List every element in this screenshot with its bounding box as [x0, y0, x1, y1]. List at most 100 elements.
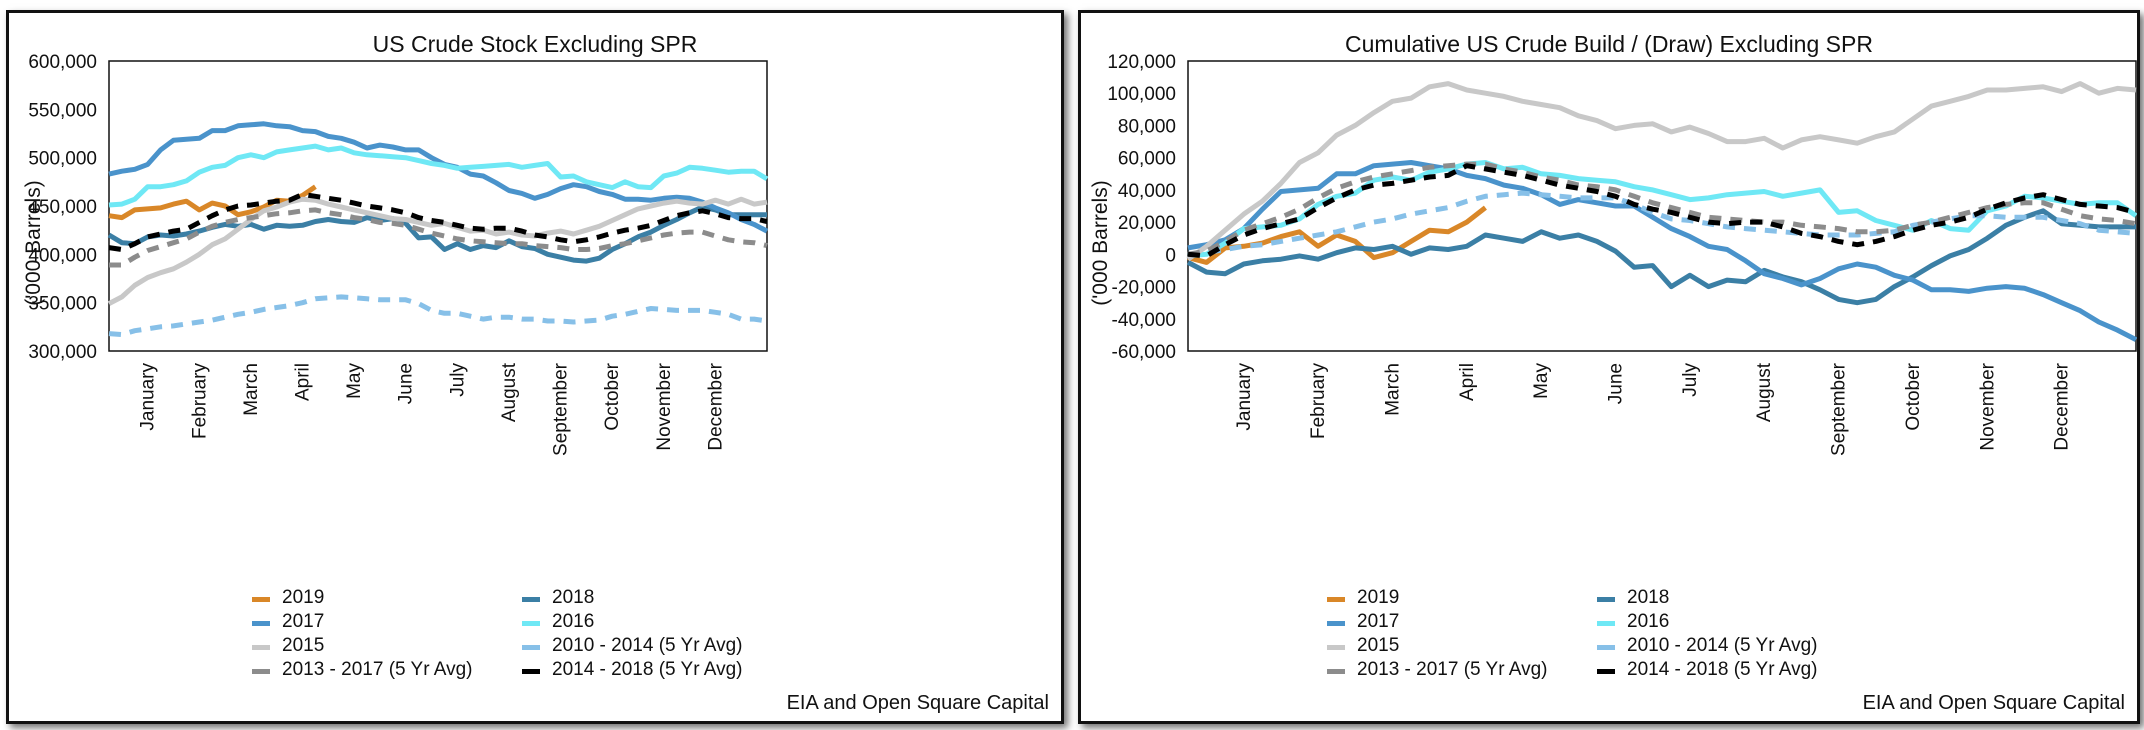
legend-swatch: [522, 645, 540, 650]
y-tick-label: 60,000: [1118, 149, 1176, 170]
chart-title: Cumulative US Crude Build / (Draw) Exclu…: [1345, 31, 1873, 57]
legend-swatch: [522, 669, 540, 674]
chart-legend: 2019 2018 2017 2016 2015 2010 - 2014 (5 …: [1327, 587, 1847, 698]
x-tick-label: August: [499, 362, 520, 422]
x-tick-label: July: [447, 363, 468, 397]
series-line: [108, 191, 768, 252]
legend-swatch: [1327, 597, 1345, 602]
source-note: EIA and Open Square Capital: [786, 692, 1049, 714]
legend-swatch: [252, 645, 270, 650]
x-tick-label: July: [1680, 363, 1701, 397]
series-line: [109, 207, 768, 268]
series-line: [1186, 208, 2136, 306]
y-tick-label: 550,000: [28, 100, 97, 121]
x-tick-label: April: [293, 363, 314, 401]
series-line: [107, 196, 768, 306]
y-tick-label: 300,000: [28, 342, 97, 363]
chart-svg-stock: 600,000 550,000 500,000 450,000 400,000 350,0…: [28, 52, 769, 456]
legend-swatch: [1597, 597, 1615, 602]
y-axis-label: ('000 Barrels): [1089, 180, 1112, 306]
y-tick-label: -60,000: [1112, 342, 1176, 363]
x-tick-label: February: [189, 363, 210, 440]
legend-label: 2013 - 2017 (5 Yr Avg): [1357, 659, 1548, 680]
legend-swatch: [1327, 621, 1345, 626]
legend-swatch: [522, 621, 540, 626]
legend-label: 2014 - 2018 (5 Yr Avg): [552, 659, 743, 680]
legend-swatch: [1327, 645, 1345, 650]
y-tick-label: 450,000: [28, 197, 97, 218]
series-line: [108, 143, 769, 208]
x-tick-label: April: [1457, 363, 1478, 401]
x-tick-label: January: [1234, 363, 1255, 431]
y-tick-label: 350,000: [28, 294, 97, 315]
y-tick-label: 400,000: [28, 245, 97, 266]
y-tick-label: 80,000: [1118, 116, 1176, 137]
legend-label: 2016: [1627, 611, 1670, 632]
chart-panel-stock: 600,000 550,000 500,000 450,000 400,000 350,0…: [6, 10, 1064, 724]
chart-panel-cumulative: 120,000 100,000 80,000 60,000 40,000 20,000 0 -…: [1078, 10, 2140, 724]
legend-label: 2014 - 2018 (5 Yr Avg): [1627, 659, 1818, 680]
series-line: [1187, 163, 2137, 259]
y-tick-label: 500,000: [28, 149, 97, 170]
legend-label: 2013 - 2017 (5 Yr Avg): [282, 659, 473, 680]
x-tick-label: May: [344, 363, 365, 399]
chart-title: US Crude Stock Excluding SPR: [372, 31, 698, 57]
legend-label: 2010 - 2014 (5 Yr Avg): [552, 635, 743, 656]
x-tick-label: March: [241, 363, 262, 416]
series-line: [1187, 160, 2137, 342]
legend-label: 2010 - 2014 (5 Yr Avg): [1627, 635, 1818, 656]
legend-swatch: [252, 621, 270, 626]
y-tick-label: 100,000: [1107, 84, 1176, 105]
y-tick-label: -40,000: [1112, 310, 1176, 331]
series-line: [108, 121, 769, 234]
x-tick-label: June: [1606, 363, 1627, 404]
legend-swatch: [252, 597, 270, 602]
plot-frame: [108, 60, 768, 352]
x-tick-label: September: [1829, 362, 1850, 456]
x-tick-label: October: [602, 362, 623, 430]
legend-label: 2018: [552, 587, 595, 608]
y-tick-label: 40,000: [1118, 181, 1176, 202]
legend-swatch: [1327, 669, 1345, 674]
x-tick-label: November: [654, 362, 675, 450]
x-tick-label: June: [396, 363, 417, 404]
legend-label: 2015: [1357, 635, 1400, 656]
legend-label: 2018: [1627, 587, 1670, 608]
source-note: EIA and Open Square Capital: [1862, 692, 2125, 714]
x-tick-label: March: [1382, 363, 1403, 416]
x-tick-label: November: [1977, 362, 1998, 450]
x-tick-label: September: [551, 362, 572, 456]
y-axis-label: ('000 Barrels): [22, 180, 45, 306]
legend-swatch: [1597, 621, 1615, 626]
legend-swatch: [1597, 645, 1615, 650]
legend-swatch: [1597, 669, 1615, 674]
y-tick-label: 0: [1165, 245, 1176, 266]
legend-swatch: [522, 597, 540, 602]
y-tick-label: 120,000: [1107, 52, 1176, 73]
legend-label: 2015: [282, 635, 325, 656]
chart-svg-cumulative: 120,000 100,000 80,000 60,000 40,000 20,000 0 -…: [1107, 52, 2137, 456]
chart-legend: 2019 2018 2017 2016 2015 2010 - 2014 (5 …: [252, 587, 772, 698]
y-tick-label: 20,000: [1118, 213, 1176, 234]
series-line: [1186, 81, 2137, 262]
legend-label: 2019: [282, 587, 325, 608]
series-line: [108, 184, 317, 221]
x-tick-label: August: [1754, 362, 1775, 422]
y-tick-label: 600,000: [28, 52, 97, 73]
plot-frame: [1187, 60, 2137, 352]
x-tick-label: February: [1308, 363, 1329, 440]
series-line: [1187, 161, 2137, 257]
series-line: [108, 294, 768, 338]
x-tick-label: January: [138, 363, 159, 431]
x-tick-label: May: [1531, 363, 1552, 399]
legend-swatch: [252, 669, 270, 674]
legend-label: 2017: [282, 611, 325, 632]
legend-label: 2019: [1357, 587, 1400, 608]
legend-label: 2016: [552, 611, 595, 632]
series-line: [107, 204, 767, 264]
x-tick-label: December: [705, 362, 726, 450]
legend-label: 2017: [1357, 611, 1400, 632]
y-tick-label: -20,000: [1112, 278, 1176, 299]
x-tick-label: December: [2052, 362, 2073, 450]
x-tick-label: October: [1903, 362, 1924, 430]
